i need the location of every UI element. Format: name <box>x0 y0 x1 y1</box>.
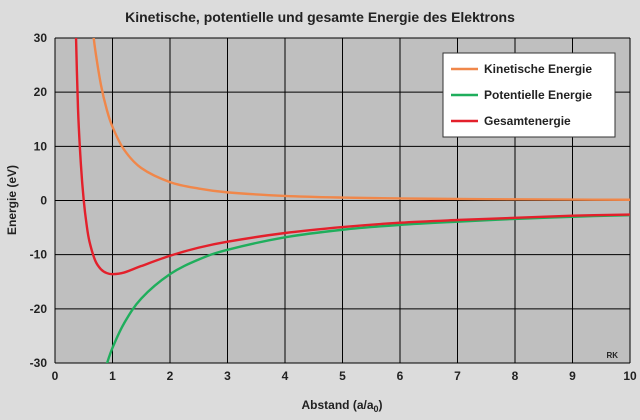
x-axis-label-main: Abstand (a/a <box>301 398 373 412</box>
legend-label-potential: Potentielle Energie <box>484 88 592 102</box>
chart-title: Kinetische, potentielle und gesamte Ener… <box>125 9 515 25</box>
x-tick-label: 2 <box>167 369 174 383</box>
x-tick-label: 4 <box>282 369 289 383</box>
y-tick-label: 0 <box>40 194 47 208</box>
y-tick-label: 30 <box>34 31 48 45</box>
x-tick-label: 6 <box>397 369 404 383</box>
y-tick-label: 20 <box>34 85 48 99</box>
y-axis-label: Energie (eV) <box>5 165 19 235</box>
series-line-total <box>74 38 630 276</box>
x-axis-label-close: ) <box>379 398 383 412</box>
legend-label-kinetic: Kinetische Energie <box>484 62 592 76</box>
y-tick-label: -30 <box>30 356 48 370</box>
x-tick-label: 7 <box>454 369 461 383</box>
rk-annotation: RK <box>606 351 618 360</box>
x-tick-label: 0 <box>52 369 59 383</box>
legend: Kinetische Energie Potentielle Energie Ges… <box>442 52 616 138</box>
x-tick-label: 1 <box>109 369 116 383</box>
x-axis-label-subscript: 0 <box>374 404 379 414</box>
series-line-kinetic <box>92 38 630 201</box>
legend-label-total: Gesamtenergie <box>484 114 571 128</box>
x-tick-label: 5 <box>339 369 346 383</box>
x-tick-label: 3 <box>224 369 231 383</box>
series-lines <box>74 38 630 363</box>
tick-labels: 0 1 2 3 4 5 6 7 8 9 10 -30 -20 -10 0 10 20 30 <box>30 31 637 383</box>
y-tick-label: -20 <box>30 302 48 316</box>
x-tick-label: 10 <box>623 369 637 383</box>
x-tick-label: 9 <box>569 369 576 383</box>
x-tick-label: 8 <box>512 369 519 383</box>
x-axis-label: Abstand (a/a0) <box>301 398 382 414</box>
legend-items: Kinetische Energie Potentielle Energie Ges… <box>451 62 592 128</box>
y-tick-label: -10 <box>30 248 48 262</box>
y-tick-label: 10 <box>34 139 48 153</box>
